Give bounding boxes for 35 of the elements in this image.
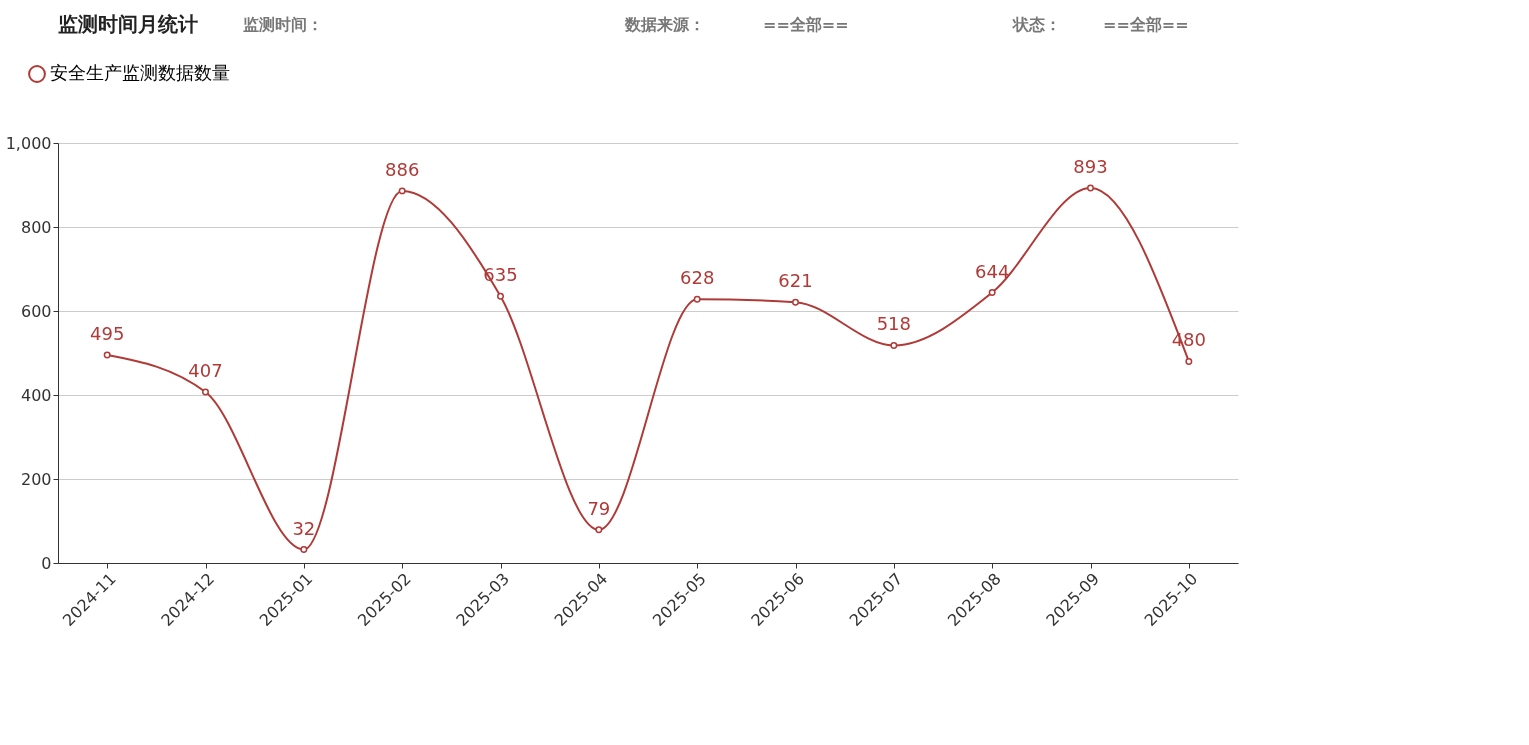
point <box>595 526 603 534</box>
source-note: 数据来源： <box>624 15 705 34</box>
y-tick-label: 1,000 <box>5 133 52 153</box>
point <box>988 289 996 296</box>
data-label: 79 <box>587 497 611 519</box>
y-tick-label: 200 <box>20 469 52 489</box>
text: 状态： <box>1012 15 1061 34</box>
data-label: 893 <box>1073 155 1108 177</box>
point <box>693 295 701 303</box>
point <box>792 298 799 306</box>
data-label: 407 <box>188 360 223 382</box>
point <box>1087 184 1094 192</box>
data-label: 621 <box>778 270 813 292</box>
legend-label: 安全生产监测数据数量 <box>50 62 230 83</box>
y-tick-label: 0 <box>41 553 52 573</box>
point <box>890 341 898 349</box>
point <box>1185 357 1193 365</box>
data-label: 644 <box>974 260 1010 282</box>
point <box>103 351 111 359</box>
y-tick-label: 400 <box>20 385 52 405</box>
y-tick-label: 800 <box>20 217 52 237</box>
data-label: 32 <box>292 517 316 539</box>
y-tick-label: 600 <box>20 301 52 321</box>
data-label: 628 <box>679 267 715 289</box>
text: ==全部== <box>763 15 849 34</box>
chart-title: 监测时间月统计 <box>58 12 198 36</box>
data-label: 886 <box>384 158 420 180</box>
point <box>497 292 504 300</box>
text: ==全部== <box>1103 15 1189 34</box>
data-label: 518 <box>876 313 912 335</box>
point <box>300 546 308 554</box>
point <box>202 388 209 396</box>
point <box>398 187 406 195</box>
text: 监测时间： <box>243 15 323 34</box>
data-label: 495 <box>89 323 125 345</box>
